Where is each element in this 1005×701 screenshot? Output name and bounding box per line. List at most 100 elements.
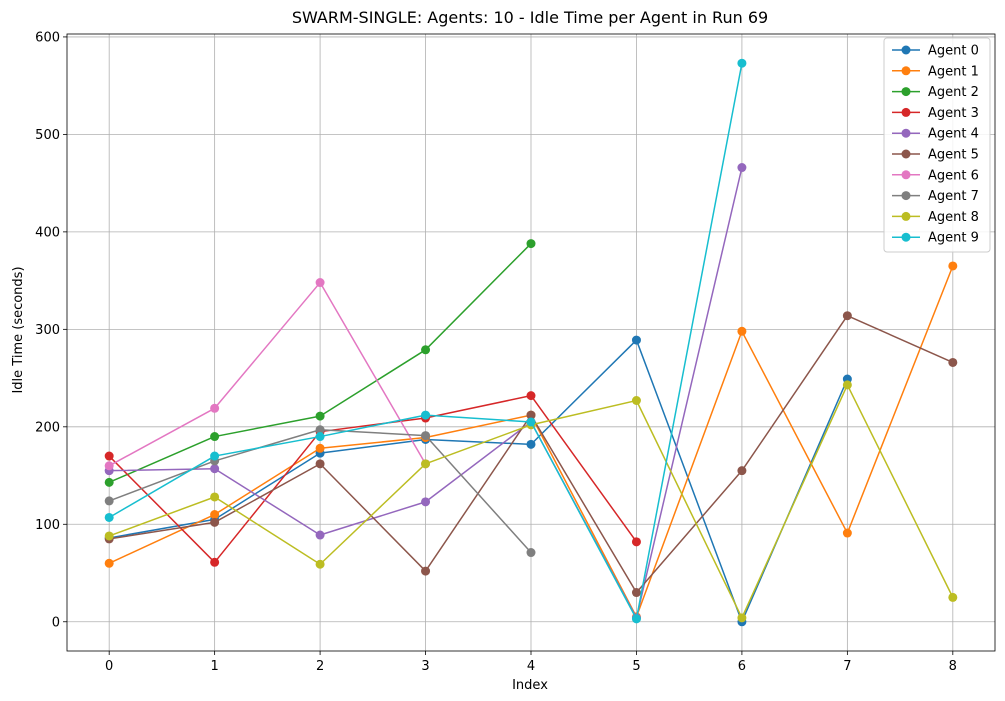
legend-marker	[901, 66, 911, 76]
data-point	[104, 461, 114, 471]
data-point	[210, 403, 220, 413]
legend-marker	[901, 232, 911, 242]
series-agent-9	[104, 58, 747, 624]
series-agent-0	[104, 335, 852, 627]
data-point	[948, 261, 958, 271]
x-tick-label: 3	[421, 659, 429, 674]
series-line	[108, 394, 638, 564]
chart-title: SWARM-SINGLE: Agents: 10 - Idle Time per…	[292, 8, 768, 27]
series-layer	[104, 58, 958, 627]
data-point	[948, 592, 958, 602]
data-point	[842, 311, 852, 321]
data-point	[526, 410, 536, 420]
data-point	[526, 391, 536, 401]
legend-marker	[901, 128, 911, 138]
legend-marker	[901, 45, 911, 55]
data-point	[210, 557, 220, 567]
legend-label: Agent 2	[928, 85, 979, 100]
y-tick-label: 100	[35, 518, 60, 533]
data-point	[737, 466, 747, 476]
y-tick-label: 300	[35, 323, 60, 338]
legend-label: Agent 0	[928, 44, 979, 59]
data-point	[210, 510, 220, 520]
data-point	[315, 432, 325, 442]
x-tick-label: 7	[843, 659, 851, 674]
data-point	[104, 558, 114, 568]
data-point	[210, 517, 220, 527]
data-point	[526, 239, 536, 249]
data-point	[526, 439, 536, 449]
data-point	[104, 496, 114, 506]
data-point	[421, 497, 431, 507]
y-tick-label: 400	[35, 225, 60, 240]
data-point	[421, 459, 431, 469]
y-tick-label: 600	[35, 30, 60, 45]
data-point	[421, 431, 431, 441]
data-point	[104, 451, 114, 461]
series-line	[108, 281, 427, 467]
data-point	[315, 459, 325, 469]
data-point	[842, 380, 852, 390]
legend-label: Agent 5	[928, 148, 979, 163]
data-point	[631, 335, 641, 345]
legend-label: Agent 1	[928, 64, 979, 79]
y-axis-label: Idle Time (seconds)	[11, 266, 26, 393]
series-line	[109, 339, 849, 623]
x-tick-label: 1	[210, 659, 218, 674]
data-point	[737, 163, 747, 173]
data-point	[315, 530, 325, 540]
data-point	[210, 432, 220, 442]
legend-label: Agent 3	[928, 106, 979, 121]
data-point	[526, 548, 536, 558]
data-point	[315, 425, 325, 435]
legend-marker	[901, 87, 911, 97]
plot-frame	[66, 33, 996, 652]
data-point	[315, 278, 325, 288]
data-point	[315, 443, 325, 453]
legend-label: Agent 4	[928, 127, 979, 142]
x-tick-label: 2	[316, 659, 324, 674]
legend-marker	[901, 149, 911, 159]
legend: Agent 0 Agent 1 Agent 2 Agent 3 Agent 4 Agent…	[883, 37, 991, 253]
legend-label: Agent 7	[928, 189, 979, 204]
data-point	[631, 588, 641, 598]
x-tick-label: 8	[949, 659, 957, 674]
data-point	[104, 477, 114, 487]
legend-label: Agent 8	[928, 210, 979, 225]
y-tick-label: 0	[52, 615, 60, 630]
grid-layer	[67, 34, 995, 651]
legend-marker	[901, 107, 911, 117]
data-point	[631, 395, 641, 405]
data-point	[631, 537, 641, 547]
data-point	[210, 492, 220, 502]
data-point	[210, 464, 220, 474]
legend-marker	[901, 170, 911, 180]
legend-label: Agent 9	[928, 231, 979, 246]
y-tick-label: 500	[35, 128, 60, 143]
data-point	[104, 531, 114, 541]
legend-marker	[901, 191, 911, 201]
x-tick-label: 5	[632, 659, 640, 674]
data-point	[104, 512, 114, 522]
x-tick-label: 4	[527, 659, 535, 674]
data-point	[210, 451, 220, 461]
data-point	[526, 417, 536, 427]
legend-marker	[901, 211, 911, 221]
data-point	[315, 411, 325, 421]
data-point	[421, 410, 431, 420]
y-tick-label: 200	[35, 420, 60, 435]
x-tick-label: 6	[738, 659, 746, 674]
x-tick-label: 0	[105, 659, 113, 674]
legend-label: Agent 6	[928, 168, 979, 183]
data-point	[737, 58, 747, 68]
data-point	[737, 613, 747, 623]
series-agent-2	[104, 239, 536, 487]
data-point	[842, 528, 852, 538]
data-point	[631, 614, 641, 624]
data-point	[737, 326, 747, 336]
axes-layer: 0 1 2 3 4 5 6 7 8 0 100 200 300 400 500 600	[35, 30, 996, 674]
data-point	[421, 566, 431, 576]
x-axis-label: Index	[512, 678, 548, 693]
